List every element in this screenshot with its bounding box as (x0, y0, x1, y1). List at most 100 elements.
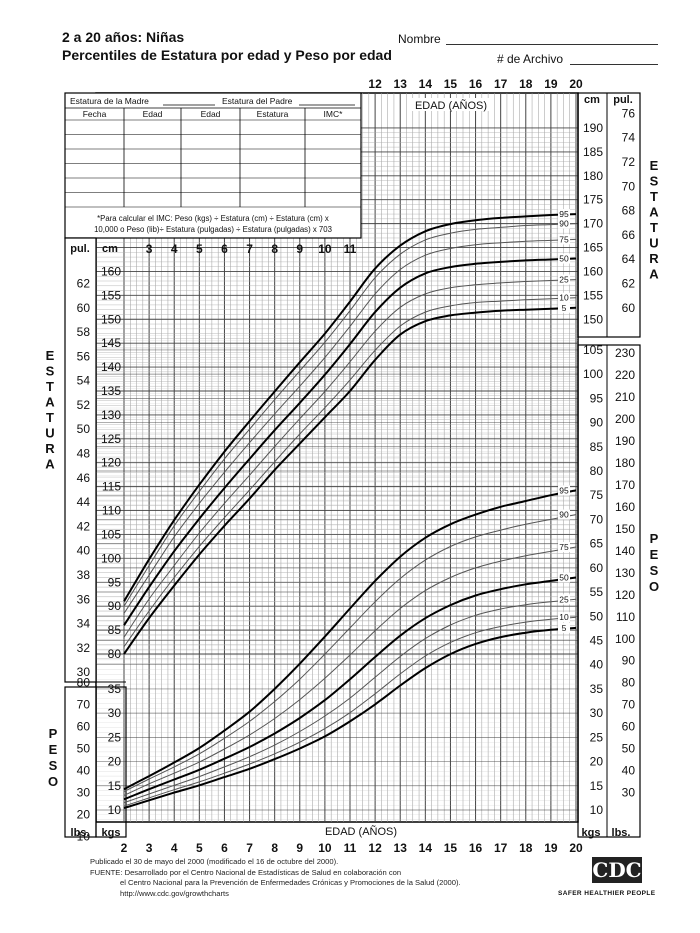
stature-tick-cm-left: 110 (102, 504, 121, 518)
weight-tick-lb-right: 50 (622, 742, 636, 756)
stature-tick-cm-left: 100 (101, 551, 121, 565)
side-label-weight-right: P (650, 531, 659, 546)
stature-tick-cm-right: 150 (583, 312, 603, 326)
stature-curve-p90 (123, 223, 577, 607)
stature-tick-in-right: 64 (622, 252, 636, 266)
weight-tick-kg-left: 10 (108, 803, 122, 817)
weight-tick-lb-left: 40 (77, 764, 91, 778)
table-col-header: Edad (143, 109, 163, 119)
weight-tick-lb-right: 60 (622, 720, 636, 734)
weight-tick-kg-right: 50 (590, 609, 604, 623)
stature-tick-cm-right: 165 (583, 241, 603, 255)
x-tick-label-mid: 8 (271, 242, 278, 256)
stature-tick-cm-left: 120 (101, 456, 121, 470)
weight-percentile-label: 10 (559, 612, 569, 622)
stature-label-bg-p10 (558, 292, 570, 303)
unit-cm-left: cm (102, 243, 118, 255)
unit-inches-left: pul. (70, 243, 90, 255)
x-tick-label-bottom: 5 (196, 841, 203, 855)
x-tick-label-bottom: 15 (444, 841, 458, 855)
side-label-stature-right: U (649, 236, 658, 251)
weight-curve-p25 (123, 598, 577, 804)
stature-tick-in-right: 74 (622, 131, 636, 145)
stature-tick-in-right: 68 (622, 204, 636, 218)
x-axis-label-bottom: EDAD (AÑOS) (325, 825, 397, 838)
stature-percentile-label: 90 (559, 219, 569, 229)
stature-tick-cm-left: 155 (101, 288, 121, 302)
weight-tick-lb-right: 70 (622, 698, 636, 712)
stature-tick-cm-left: 125 (101, 432, 121, 446)
weight-tick-lb-right: 30 (622, 786, 636, 800)
footer-url[interactable]: http://www.cdc.gov/growthcharts (120, 888, 229, 898)
stature-tick-in-left: 48 (77, 447, 91, 461)
x-tick-label-top: 20 (569, 77, 583, 91)
record-label: # de Archivo (497, 52, 564, 66)
weight-curve-p10 (123, 616, 577, 807)
data-table-box (64, 92, 362, 239)
record-field[interactable] (570, 64, 658, 65)
cdc-tagline: SAFER HEALTHIER PEOPLE (558, 890, 656, 897)
x-tick-label-mid: 3 (146, 242, 153, 256)
side-label-stature-left: E (46, 348, 55, 363)
x-tick-label-mid: 9 (296, 242, 303, 256)
stature-tick-cm-right: 190 (583, 121, 603, 135)
x-tick-label-top: 15 (444, 77, 458, 91)
x-tick-label-mid: 5 (196, 242, 203, 256)
stature-label-bg-p5 (558, 302, 570, 313)
stature-tick-cm-right: 185 (583, 145, 603, 159)
unit-lbs-right: lbs. (612, 827, 631, 839)
weight-tick-lb-right: 200 (615, 412, 635, 426)
weight-tick-lb-right: 230 (615, 346, 635, 360)
stature-tick-cm-left: 105 (101, 527, 121, 541)
stature-tick-in-left: 54 (77, 374, 91, 388)
weight-label-bg-p95 (558, 485, 570, 496)
stature-tick-in-left: 40 (77, 544, 91, 558)
stature-tick-cm-left: 115 (102, 480, 121, 494)
weight-percentile-label: 75 (559, 542, 569, 552)
stature-tick-cm-left: 90 (108, 599, 122, 613)
stature-tick-cm-left: 160 (101, 264, 121, 278)
stature-tick-in-left: 46 (77, 471, 91, 485)
weight-percentile-label: 95 (559, 485, 569, 495)
stature-tick-cm-right: 170 (583, 217, 603, 231)
right-weight-panel (577, 344, 641, 838)
stature-curve-p50 (123, 257, 577, 626)
x-tick-label-top: 17 (494, 77, 508, 91)
weight-tick-lb-right: 100 (615, 632, 635, 646)
stature-tick-cm-left: 140 (101, 360, 121, 374)
weight-tick-lb-left: 10 (77, 829, 91, 843)
weight-tick-lb-left: 30 (77, 786, 91, 800)
weight-tick-lb-left: 60 (77, 720, 91, 734)
unit-inches-right: pul. (613, 94, 633, 106)
side-label-weight-left: E (49, 742, 58, 757)
stature-tick-in-right: 66 (622, 228, 636, 242)
weight-tick-kg-right: 95 (590, 391, 604, 405)
stature-tick-cm-right: 180 (583, 169, 603, 183)
side-label-stature-right: S (650, 174, 659, 189)
name-label: Nombre (398, 32, 441, 46)
x-tick-label-bottom: 17 (494, 841, 508, 855)
unit-cm-right: cm (584, 94, 600, 106)
weight-tick-lb-right: 120 (615, 588, 635, 602)
weight-tick-kg-right: 80 (590, 464, 604, 478)
stature-label-bg-p25 (558, 274, 570, 285)
stature-tick-in-left: 50 (77, 422, 91, 436)
stature-tick-in-right: 72 (622, 155, 636, 169)
weight-tick-kg-right: 100 (583, 367, 603, 381)
weight-curve-p75 (123, 546, 577, 796)
father-height-label: Estatura del Padre (222, 96, 293, 106)
stature-tick-in-left: 36 (77, 592, 91, 606)
side-label-weight-right: O (649, 579, 659, 594)
name-field[interactable] (446, 44, 658, 45)
weight-tick-lb-right: 180 (615, 456, 635, 470)
stature-tick-in-left: 44 (77, 495, 91, 509)
weight-tick-lb-right: 150 (615, 522, 635, 536)
side-label-stature-left: A (45, 395, 55, 410)
right-stature-panel (577, 92, 641, 338)
stature-tick-in-left: 30 (77, 665, 91, 679)
weight-tick-kg-right: 25 (590, 730, 604, 744)
stature-tick-in-right: 76 (622, 106, 636, 120)
x-tick-label-bottom: 18 (519, 841, 533, 855)
stature-curve-p75 (123, 238, 577, 614)
